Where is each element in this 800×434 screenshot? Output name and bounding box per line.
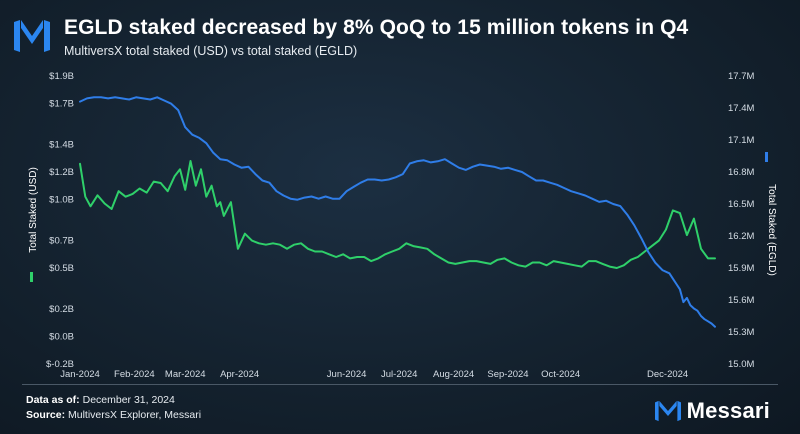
chart-title: EGLD staked decreased by 8% QoQ to 15 mi… — [64, 16, 689, 39]
y-right-tick-label: 15.3M — [728, 327, 754, 338]
source-value: MultiversX Explorer, Messari — [68, 409, 202, 421]
x-tick-label: Oct-2024 — [541, 369, 580, 380]
x-tick-label: Jan-2024 — [60, 369, 100, 380]
usd-series-line — [79, 160, 716, 269]
footer-divider — [22, 384, 778, 385]
multiversx-logo-icon — [14, 20, 50, 52]
y-right-tick-label: 16.5M — [728, 199, 754, 210]
y-left-tick-label: $1.9B — [49, 71, 74, 82]
x-tick-label: Aug-2024 — [433, 369, 474, 380]
messari-logo-icon — [654, 400, 681, 422]
data-as-of-value: December 31, 2024 — [82, 394, 175, 406]
y-left-tick-label: $1.7B — [49, 98, 74, 109]
y-left-tick-label: $0.7B — [49, 236, 74, 247]
y-right-tick-label: 17.4M — [728, 103, 754, 114]
y-left-tick-label: $1.2B — [49, 167, 74, 178]
y-right-axis-title: Total Staked (EGLD) — [766, 184, 777, 276]
data-as-of-label: Data as of: — [26, 394, 80, 406]
brand-name: Messari — [686, 398, 770, 423]
x-tick-label: Mar-2024 — [165, 369, 206, 380]
y-left-tick-label: $0.0B — [49, 332, 74, 343]
y-right-tick-label: 16.2M — [728, 231, 754, 242]
source-label: Source: — [26, 409, 66, 421]
y-right-tick-label: 15.9M — [728, 263, 754, 274]
y-right-tick-label: 17.7M — [728, 71, 754, 82]
x-tick-label: Sep-2024 — [487, 369, 528, 380]
x-tick-label: Feb-2024 — [114, 369, 155, 380]
x-tick-label: Dec-2024 — [647, 369, 688, 380]
y-left-tick-label: $1.4B — [49, 140, 74, 151]
y-right-tick-label: 15.0M — [728, 359, 754, 370]
y-left-tick-label: $0.5B — [49, 263, 74, 274]
x-tick-label: Jul-2024 — [381, 369, 417, 380]
y-left-legend-swatch — [30, 272, 33, 282]
y-right-tick-label: 17.1M — [728, 135, 754, 146]
x-tick-label: Apr-2024 — [220, 369, 259, 380]
x-tick-label: Jun-2024 — [327, 369, 367, 380]
y-right-tick-label: 15.6M — [728, 295, 754, 306]
y-right-legend-swatch — [765, 152, 768, 162]
chart-subtitle: MultiversX total staked (USD) vs total s… — [64, 44, 358, 58]
dual-axis-line-chart: $-0.2B $0.0B $0.2B $0.5B $0.7B $1.0B $1.2B $1.4… — [28, 71, 777, 380]
y-left-tick-label: $0.2B — [49, 304, 74, 315]
y-left-axis-title: Total Staked (USD) — [28, 167, 39, 253]
source-line: Source: MultiversX Explorer, Messari — [26, 409, 201, 421]
y-left-tick-label: $-0.2B — [46, 359, 74, 370]
y-right-tick-label: 16.8M — [728, 167, 754, 178]
messari-brand: Messari — [654, 398, 770, 424]
egld-series-line — [79, 96, 716, 328]
y-left-tick-label: $1.0B — [49, 194, 74, 205]
data-as-of: Data as of: December 31, 2024 — [26, 394, 175, 406]
